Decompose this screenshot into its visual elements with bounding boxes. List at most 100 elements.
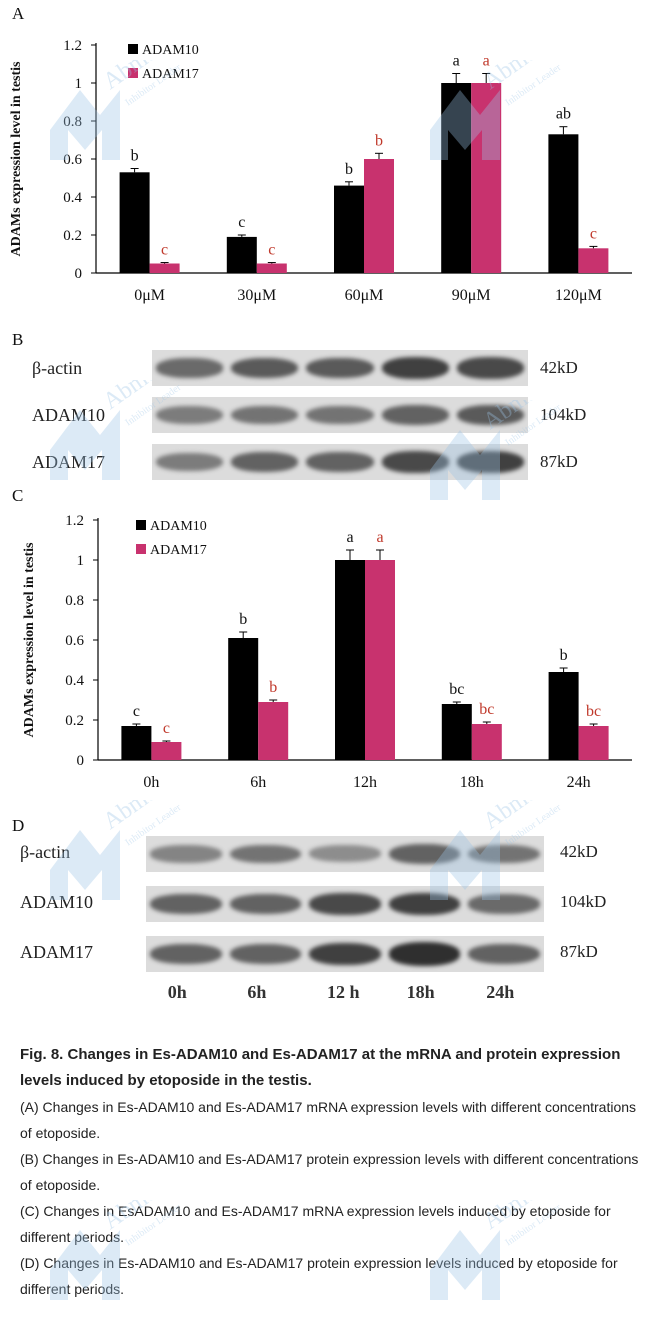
y-tick-label: 0.8 (63, 114, 82, 130)
x-tick-label: 0h (143, 774, 159, 791)
significance-label: ab (556, 106, 571, 123)
significance-label: a (376, 529, 383, 546)
molecular-weight-label: 87kD (560, 942, 598, 961)
blot-band (388, 843, 461, 865)
blot-band (456, 356, 524, 380)
significance-label: b (239, 611, 247, 628)
blot-band (388, 892, 461, 916)
legend-swatch-adam10 (128, 44, 138, 54)
blot-band (309, 942, 381, 966)
molecular-weight-label: 104kD (560, 892, 607, 911)
significance-label: b (375, 132, 383, 149)
bar-adam10 (335, 560, 365, 760)
blot-lane-label: 6h (247, 982, 267, 1002)
significance-label: b (345, 161, 353, 178)
y-tick-label: 0 (77, 753, 85, 769)
x-tick-label: 60μM (345, 287, 384, 304)
y-tick-label: 0.6 (63, 152, 82, 168)
bar-adam10 (548, 134, 579, 273)
blot-row-label: ADAM10 (32, 405, 106, 425)
blot-band (229, 893, 302, 915)
legend-swatch-adam17 (128, 68, 138, 78)
bar-adam17 (578, 726, 609, 760)
bar-adam17 (149, 263, 180, 273)
blot-band (456, 404, 524, 426)
x-tick-label: 0μM (134, 287, 165, 304)
molecular-weight-label: 42kD (560, 842, 598, 861)
panel-label-d: D (12, 816, 25, 835)
blot-band (468, 943, 540, 965)
bar-adam17 (578, 248, 609, 273)
caption-a: (A) Changes in Es-ADAM10 and Es-ADAM17 m… (20, 1099, 637, 1141)
significance-label: bc (586, 703, 601, 720)
blot-band (229, 943, 302, 965)
caption-b: (B) Changes in Es-ADAM10 and Es-ADAM17 p… (20, 1151, 639, 1193)
blot-band (231, 451, 299, 473)
legend-label-adam10: ADAM10 (150, 519, 207, 534)
blot-row-label: ADAM17 (32, 452, 106, 472)
y-axis-label: ADAMs expression level in testis (9, 61, 24, 256)
y-tick-label: 1 (75, 76, 83, 92)
blot-band (306, 357, 374, 379)
significance-label: a (453, 53, 460, 70)
y-tick-label: 0.4 (65, 673, 84, 689)
legend-swatch-adam10 (136, 520, 146, 530)
x-tick-label: 12h (353, 774, 377, 791)
legend-label-adam17: ADAM17 (142, 67, 199, 82)
western-blot-b: β-actin 42kD ADAM10 104kD ADAM17 87kD (0, 350, 668, 490)
significance-label: c (238, 214, 245, 231)
blot-lane-label: 12 h (327, 982, 360, 1002)
bar-adam10 (548, 672, 579, 760)
panel-label-c: C (12, 486, 24, 505)
molecular-weight-label: 104kD (540, 405, 587, 424)
blot-row-label: β-actin (20, 842, 71, 862)
bar-adam17 (364, 159, 394, 273)
y-tick-label: 1.2 (65, 513, 84, 529)
significance-label: a (483, 53, 490, 70)
bar-adam17 (151, 742, 182, 760)
y-axis-label: ADAMs expression level in testis (22, 542, 37, 737)
significance-label: c (163, 720, 170, 737)
bar-adam10 (228, 638, 259, 760)
significance-label: bc (479, 701, 494, 718)
blot-row-label: β-actin (32, 358, 83, 378)
blot-row-label: ADAM17 (20, 942, 94, 962)
blot-band (156, 405, 224, 425)
significance-label: a (346, 529, 353, 546)
significance-label: c (268, 242, 275, 259)
x-tick-label: 30μM (237, 287, 276, 304)
x-tick-label: 24h (567, 774, 591, 791)
blot-band (388, 942, 461, 966)
legend-label-adam17: ADAM17 (150, 543, 207, 558)
blot-strip (152, 444, 528, 480)
x-tick-label: 6h (250, 774, 266, 791)
caption-c: (C) Changes in EsADAM10 and Es-ADAM17 mR… (20, 1203, 611, 1245)
blot-strip (146, 886, 544, 922)
blot-band (229, 844, 302, 864)
x-tick-label: 18h (460, 774, 484, 791)
y-tick-label: 0 (75, 266, 83, 282)
blot-band (150, 943, 222, 965)
blot-band (468, 894, 540, 914)
blot-band (150, 893, 222, 915)
blot-strip (152, 350, 528, 386)
blot-band (156, 452, 224, 472)
blot-lane-label: 0h (167, 982, 187, 1002)
blot-band (381, 404, 449, 426)
blot-band (231, 405, 299, 425)
significance-label: b (269, 679, 277, 696)
significance-label: b (560, 647, 568, 664)
x-tick-label: 90μM (452, 287, 491, 304)
blot-band (468, 844, 540, 864)
figure-caption: Fig. 8. Changes in Es-ADAM10 and Es-ADAM… (20, 1042, 640, 1302)
bar-adam10 (334, 185, 364, 273)
bar-chart-c: 0 0.2 0.4 0.6 0.8 1 1.2 ADAMs expression level … (22, 513, 632, 791)
blot-strip (146, 936, 544, 972)
significance-label: c (133, 703, 140, 720)
blot-band (456, 450, 524, 474)
blot-band (156, 358, 224, 378)
blot-band (231, 357, 299, 379)
bar-adam17 (258, 702, 289, 760)
blot-band (381, 356, 449, 380)
y-tick-label: 0.4 (63, 190, 82, 206)
